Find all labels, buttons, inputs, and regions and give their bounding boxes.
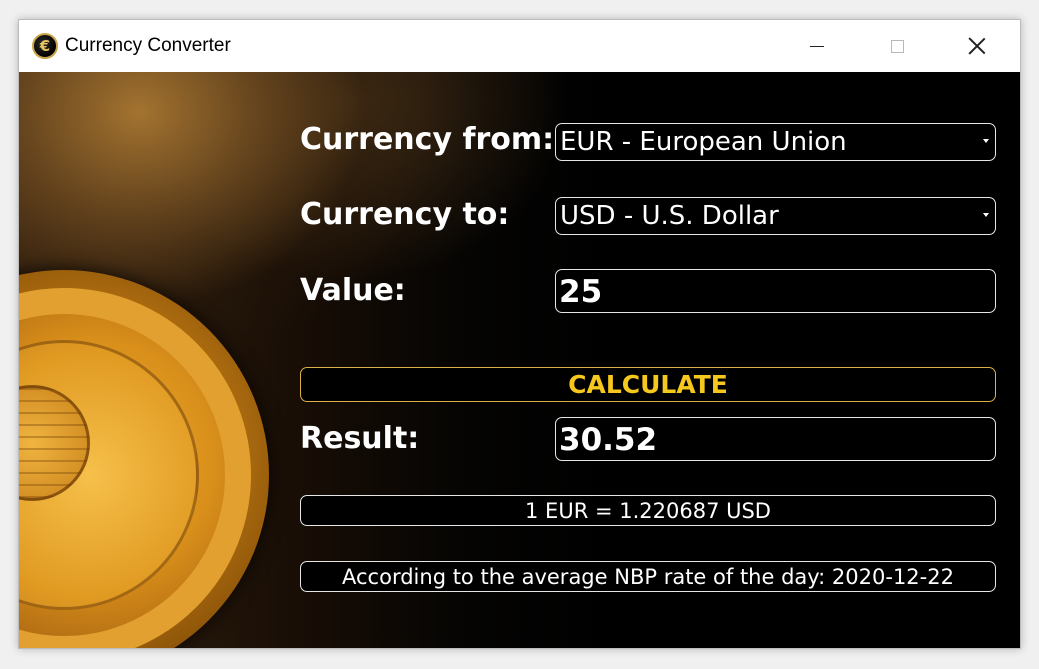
exchange-rate-display: 1 EUR = 1.220687 USD xyxy=(300,495,996,526)
result-text: 30.52 xyxy=(559,422,658,458)
chevron-down-icon xyxy=(983,139,989,143)
maximize-icon xyxy=(890,39,904,53)
coin-globe xyxy=(19,385,90,501)
value-label: Value: xyxy=(300,273,406,308)
client-area: Currency from: EUR - European Union Curr… xyxy=(19,72,1020,648)
currency-to-select[interactable]: USD - U.S. Dollar xyxy=(555,197,996,235)
chevron-down-icon xyxy=(983,213,989,217)
result-label: Result: xyxy=(300,421,420,456)
minimize-button[interactable] xyxy=(777,20,857,72)
rate-source-display: According to the average NBP rate of the… xyxy=(300,561,996,592)
minimize-icon xyxy=(810,45,824,47)
title-bar[interactable]: € Currency Converter xyxy=(19,20,1020,72)
euro-coin-icon: € xyxy=(32,33,58,59)
currency-to-label: Currency to: xyxy=(300,197,510,232)
app-window: € Currency Converter Currency from: EUR … xyxy=(18,19,1021,649)
value-text: 25 xyxy=(559,274,603,310)
value-input[interactable]: 25 xyxy=(555,269,996,313)
currency-from-value: EUR - European Union xyxy=(560,127,847,157)
currency-from-select[interactable]: EUR - European Union xyxy=(555,123,996,161)
currency-from-label: Currency from: xyxy=(300,122,555,157)
result-field[interactable]: 30.52 xyxy=(555,417,996,461)
calculate-button[interactable]: CALCULATE xyxy=(300,367,996,402)
window-title: Currency Converter xyxy=(65,35,231,56)
currency-to-value: USD - U.S. Dollar xyxy=(560,201,779,231)
close-button[interactable] xyxy=(937,20,1017,72)
maximize-button[interactable] xyxy=(857,20,937,72)
euro-coin-image xyxy=(19,270,269,648)
close-icon xyxy=(968,37,986,55)
